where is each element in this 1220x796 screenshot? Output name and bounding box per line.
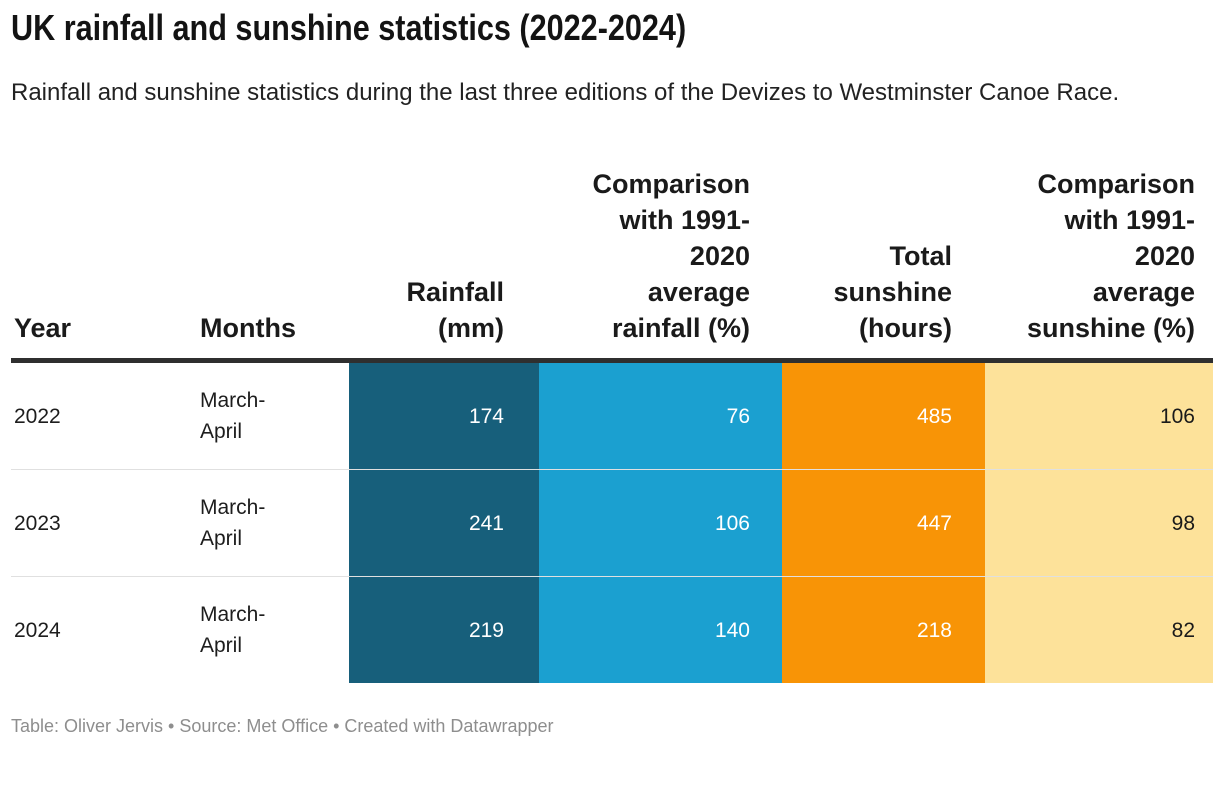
cell-months: March- April bbox=[188, 469, 349, 577]
cell-rainfall-comparison: 76 bbox=[539, 360, 782, 470]
column-header-rainfall-comparison: Comparison with 1991- 2020 average rainf… bbox=[539, 166, 782, 363]
cell-rainfall: 241 bbox=[349, 469, 539, 577]
column-header-rainfall: Rainfall (mm) bbox=[349, 166, 539, 363]
table-row: 2024 March- April 219 140 218 82 bbox=[11, 576, 1213, 683]
cell-year: 2023 bbox=[11, 469, 188, 577]
cell-sunshine-comparison: 106 bbox=[985, 360, 1213, 470]
column-header-months: Months bbox=[188, 166, 349, 363]
cell-year: 2024 bbox=[11, 576, 188, 683]
footer-attribution: Table: Oliver Jervis • Source: Met Offic… bbox=[11, 716, 554, 736]
cell-months: March- April bbox=[200, 389, 266, 443]
cell-sunshine: 447 bbox=[782, 469, 985, 577]
cell-year: 2022 bbox=[14, 404, 61, 428]
cell-sunshine: 218 bbox=[782, 576, 985, 683]
column-header-year: Year bbox=[11, 166, 188, 363]
table-header-row: Year Months Rainfall (mm) Comparison wit… bbox=[11, 166, 1213, 363]
cell-sunshine-comparison: 98 bbox=[985, 469, 1213, 577]
cell-rainfall: 219 bbox=[349, 576, 539, 683]
table-row: 2023 March- April 241 106 447 98 bbox=[11, 469, 1213, 577]
data-table: Year Months Rainfall (mm) Comparison wit… bbox=[11, 166, 1213, 683]
column-header-sunshine-comparison: Comparison with 1991- 2020 average sunsh… bbox=[985, 166, 1213, 363]
column-header-sunshine: Total sunshine (hours) bbox=[782, 166, 985, 363]
cell-rainfall-comparison: 140 bbox=[539, 576, 782, 683]
table-row: 2022 March- April 174 76 485 106 bbox=[11, 360, 1213, 470]
cell-sunshine-comparison: 82 bbox=[985, 576, 1213, 683]
cell-months: March- April bbox=[188, 576, 349, 683]
page-subtitle: Rainfall and sunshine statistics during … bbox=[11, 79, 1120, 106]
page-title: UK rainfall and sunshine statistics (202… bbox=[11, 7, 687, 48]
datawrapper-table-page: UK rainfall and sunshine statistics (202… bbox=[11, 7, 1213, 736]
cell-sunshine: 485 bbox=[782, 360, 985, 470]
cell-rainfall-comparison: 106 bbox=[539, 469, 782, 577]
cell-rainfall: 174 bbox=[349, 360, 539, 470]
